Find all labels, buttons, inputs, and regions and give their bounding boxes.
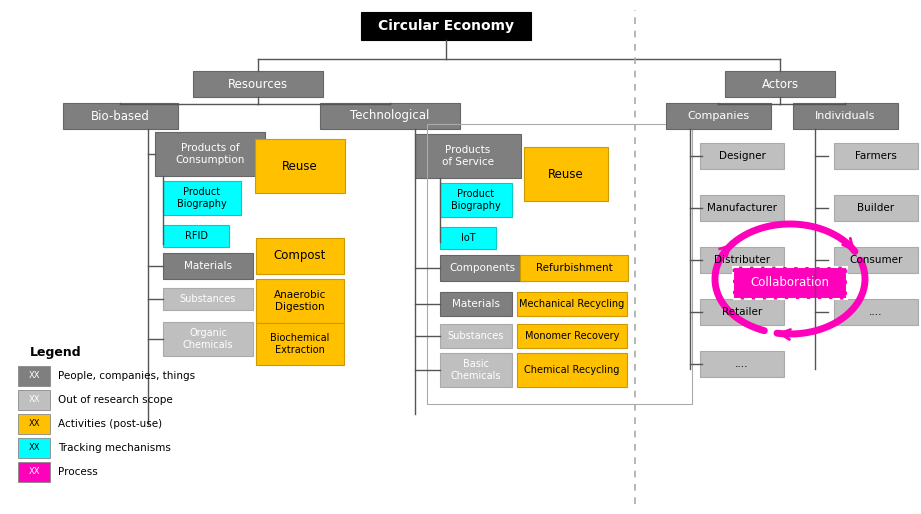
FancyBboxPatch shape (440, 255, 524, 281)
FancyBboxPatch shape (320, 103, 460, 129)
FancyBboxPatch shape (18, 414, 50, 434)
Text: Product
Biography: Product Biography (451, 189, 501, 211)
FancyBboxPatch shape (415, 134, 521, 178)
Text: Components: Components (449, 263, 515, 273)
Text: Anaerobic
Digestion: Anaerobic Digestion (274, 290, 326, 312)
Text: Farmers: Farmers (855, 151, 897, 161)
FancyBboxPatch shape (63, 103, 178, 129)
Text: Product
Biography: Product Biography (177, 187, 227, 209)
Text: XX: XX (29, 372, 40, 380)
Text: Compost: Compost (274, 249, 326, 263)
Text: Process: Process (58, 467, 98, 477)
FancyBboxPatch shape (440, 227, 496, 249)
Text: Chemical Recycling: Chemical Recycling (524, 365, 620, 375)
Text: Biochemical
Extraction: Biochemical Extraction (270, 333, 330, 355)
FancyBboxPatch shape (255, 139, 345, 193)
Text: Bio-based: Bio-based (90, 109, 149, 122)
FancyBboxPatch shape (700, 351, 784, 377)
Text: Substances: Substances (448, 331, 504, 341)
FancyBboxPatch shape (256, 238, 344, 274)
FancyBboxPatch shape (700, 247, 784, 273)
FancyBboxPatch shape (700, 195, 784, 221)
FancyBboxPatch shape (18, 438, 50, 458)
Text: Legend: Legend (30, 346, 82, 359)
Text: Mechanical Recycling: Mechanical Recycling (519, 299, 624, 309)
Text: Monomer Recovery: Monomer Recovery (525, 331, 619, 341)
Text: Builder: Builder (857, 203, 894, 213)
FancyBboxPatch shape (163, 181, 241, 215)
Text: Companies: Companies (687, 111, 749, 121)
Text: ....: .... (869, 307, 882, 317)
FancyBboxPatch shape (700, 299, 784, 325)
FancyBboxPatch shape (163, 225, 229, 247)
Text: XX: XX (29, 468, 40, 476)
Text: RFID: RFID (184, 231, 207, 241)
FancyBboxPatch shape (193, 71, 323, 97)
FancyBboxPatch shape (524, 147, 608, 201)
FancyBboxPatch shape (256, 279, 344, 323)
Text: XX: XX (29, 419, 40, 429)
Text: XX: XX (29, 444, 40, 452)
FancyBboxPatch shape (666, 103, 771, 129)
Text: Collaboration: Collaboration (751, 277, 830, 289)
Text: Circular Economy: Circular Economy (378, 19, 514, 33)
Text: Reuse: Reuse (548, 168, 584, 180)
FancyBboxPatch shape (733, 267, 847, 299)
FancyBboxPatch shape (834, 143, 918, 169)
Text: ....: .... (735, 359, 749, 369)
Text: Individuals: Individuals (815, 111, 875, 121)
FancyBboxPatch shape (361, 12, 531, 40)
Text: Retailer: Retailer (722, 307, 762, 317)
Text: Products
of Service: Products of Service (442, 145, 494, 167)
Text: Designer: Designer (718, 151, 765, 161)
Text: Manufacturer: Manufacturer (707, 203, 777, 213)
FancyBboxPatch shape (163, 253, 253, 279)
Text: Technological: Technological (350, 109, 430, 122)
Text: IoT: IoT (460, 233, 475, 243)
Text: Organic
Chemicals: Organic Chemicals (182, 328, 233, 350)
Text: Consumer: Consumer (849, 255, 903, 265)
Text: Materials: Materials (452, 299, 500, 309)
Text: Out of research scope: Out of research scope (58, 395, 173, 405)
Text: Actors: Actors (762, 78, 799, 90)
FancyBboxPatch shape (440, 183, 512, 217)
FancyBboxPatch shape (517, 292, 627, 316)
Text: Basic
Chemicals: Basic Chemicals (450, 359, 501, 381)
FancyBboxPatch shape (18, 462, 50, 482)
Text: People, companies, things: People, companies, things (58, 371, 195, 381)
FancyBboxPatch shape (517, 353, 627, 387)
Text: Tracking mechanisms: Tracking mechanisms (58, 443, 171, 453)
FancyBboxPatch shape (440, 353, 512, 387)
Text: Resources: Resources (227, 78, 288, 90)
Text: Distributer: Distributer (714, 255, 770, 265)
FancyBboxPatch shape (18, 366, 50, 386)
Text: Materials: Materials (184, 261, 232, 271)
Text: Products of
Consumption: Products of Consumption (175, 143, 245, 165)
FancyBboxPatch shape (18, 390, 50, 410)
FancyBboxPatch shape (155, 132, 265, 176)
FancyBboxPatch shape (440, 292, 512, 316)
FancyBboxPatch shape (700, 143, 784, 169)
FancyBboxPatch shape (520, 255, 628, 281)
Text: Reuse: Reuse (282, 159, 318, 173)
FancyBboxPatch shape (834, 195, 918, 221)
FancyBboxPatch shape (792, 103, 897, 129)
FancyBboxPatch shape (163, 288, 253, 310)
Text: Refurbishment: Refurbishment (536, 263, 612, 273)
FancyBboxPatch shape (440, 324, 512, 348)
FancyBboxPatch shape (834, 247, 918, 273)
FancyBboxPatch shape (517, 324, 627, 348)
Text: XX: XX (29, 395, 40, 405)
FancyBboxPatch shape (834, 299, 918, 325)
FancyBboxPatch shape (256, 323, 344, 365)
Text: Substances: Substances (180, 294, 236, 304)
Text: Activities (post-use): Activities (post-use) (58, 419, 162, 429)
FancyBboxPatch shape (725, 71, 835, 97)
FancyBboxPatch shape (163, 322, 253, 356)
